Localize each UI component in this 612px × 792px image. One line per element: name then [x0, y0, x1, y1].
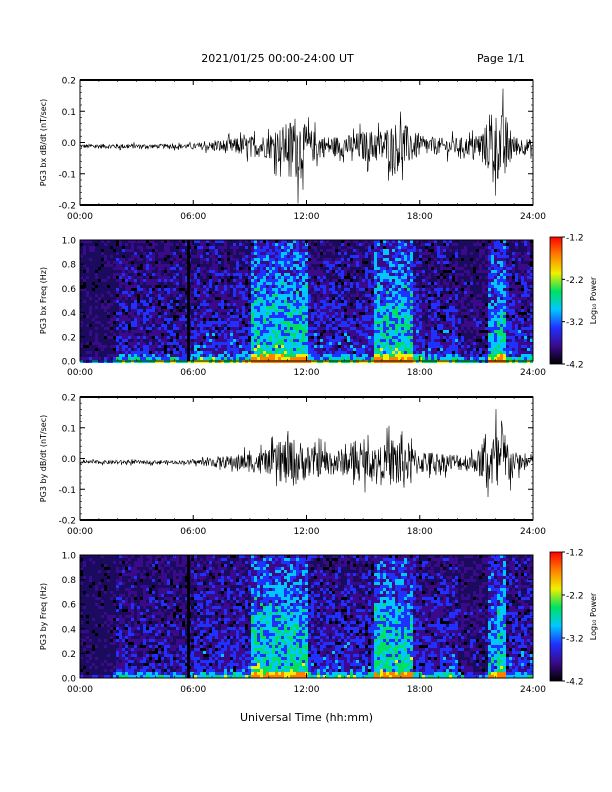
y-tick-label: 0.1	[62, 108, 76, 118]
x-tick-label: 00:00	[67, 212, 93, 222]
dbdt-trace	[79, 409, 534, 498]
page-title: 2021/01/25 00:00-24:00 UT	[201, 52, 354, 65]
y-tick-label: 0.0	[62, 139, 77, 149]
page-number: Page 1/1	[477, 52, 525, 65]
spectrogram-cells	[80, 555, 533, 678]
dark-column	[187, 240, 191, 361]
x-tick-label: 24:00	[520, 527, 546, 537]
x-tick-label: 18:00	[407, 212, 433, 222]
x-tick-label: 24:00	[520, 368, 546, 378]
colorbar-tick-label: -3.2	[566, 635, 584, 645]
y-tick-label: 0.1	[62, 424, 76, 434]
x-tick-label: 24:00	[520, 212, 546, 222]
colorbar-tick-label: -4.2	[566, 678, 584, 688]
x-tick-label: 24:00	[520, 685, 546, 695]
panel-3: 0.2 0.1 0.0 -0.1 -0.200:00 06:00 12:00 18:00 24:…	[39, 394, 546, 538]
colorbar-tick-label: -2.2	[566, 592, 584, 602]
y-axis-label: PG3 by dB/dt (nT/sec)	[39, 415, 48, 502]
x-tick-label: 00:00	[67, 527, 93, 537]
y-tick-label: 0.0	[62, 358, 77, 368]
y-tick-label: 0.8	[62, 261, 77, 271]
y-tick-label: 0.4	[62, 309, 77, 319]
colorbar	[549, 236, 563, 365]
x-tick-label: 12:00	[294, 527, 320, 537]
y-tick-label: -0.2	[58, 517, 76, 527]
y-tick-label: 1.0	[62, 552, 77, 562]
y-tick-label: -0.1	[58, 486, 76, 496]
y-tick-label: 0.8	[62, 576, 77, 586]
y-tick-label: 0.0	[62, 675, 77, 685]
x-axis-label: Universal Time (hh:mm)	[240, 711, 373, 724]
y-tick-label: 0.0	[62, 455, 77, 465]
y-axis-label: PG3 by Freq (Hz)	[39, 583, 48, 650]
y-tick-label: -0.1	[58, 170, 76, 180]
x-tick-label: 18:00	[407, 685, 433, 695]
plot-area	[80, 80, 533, 205]
x-tick-label: 06:00	[180, 685, 206, 695]
y-tick-label: 0.4	[62, 625, 77, 635]
colorbar-label: Log₁₀ Power	[589, 592, 598, 640]
y-tick-label: 0.6	[62, 285, 77, 295]
dark-column	[187, 555, 191, 678]
x-tick-label: 00:00	[67, 685, 93, 695]
dbdt-trace	[79, 88, 534, 204]
y-tick-label: 0.2	[62, 333, 76, 343]
x-tick-label: 12:00	[294, 368, 320, 378]
panel-4: -1.2 -2.2 -3.2 -4.2 Log₁₀ Power 1.0 0.8 0.6 0.4 0…	[39, 549, 598, 696]
colorbar-tick-label: -4.2	[566, 361, 584, 371]
y-tick-label: 0.2	[62, 650, 76, 660]
y-tick-label: 0.2	[62, 77, 76, 87]
x-tick-label: 06:00	[180, 212, 206, 222]
x-tick-label: 12:00	[294, 685, 320, 695]
colorbar-label: Log₁₀ Power	[589, 276, 598, 324]
panel-1: 0.2 0.1 0.0 -0.1 -0.200:00 06:00 12:00 18:00 24:…	[39, 77, 546, 223]
panel-2: -1.2 -2.2 -3.2 -4.2 Log₁₀ Power 1.0 0.8 0.6 0.4 0…	[39, 234, 598, 379]
y-axis-label: PG3 bx dB/dt (nT/sec)	[39, 99, 48, 186]
y-tick-label: -0.2	[58, 202, 76, 212]
y-axis-label: PG3 bx Freq (Hz)	[39, 267, 48, 334]
x-tick-label: 00:00	[67, 368, 93, 378]
colorbar-tick-label: -3.2	[566, 318, 584, 328]
colorbar-tick-label: -1.2	[566, 549, 584, 559]
x-tick-label: 06:00	[180, 368, 206, 378]
colorbar-tick-label: -2.2	[566, 276, 584, 286]
x-tick-label: 18:00	[407, 368, 433, 378]
x-tick-label: 18:00	[407, 527, 433, 537]
colorbar	[549, 551, 563, 682]
y-tick-label: 0.6	[62, 601, 77, 611]
x-tick-label: 06:00	[180, 527, 206, 537]
y-tick-label: 0.2	[62, 394, 76, 404]
y-tick-label: 1.0	[62, 237, 77, 247]
colorbar-tick-label: -1.2	[566, 234, 584, 244]
x-tick-label: 12:00	[294, 212, 320, 222]
